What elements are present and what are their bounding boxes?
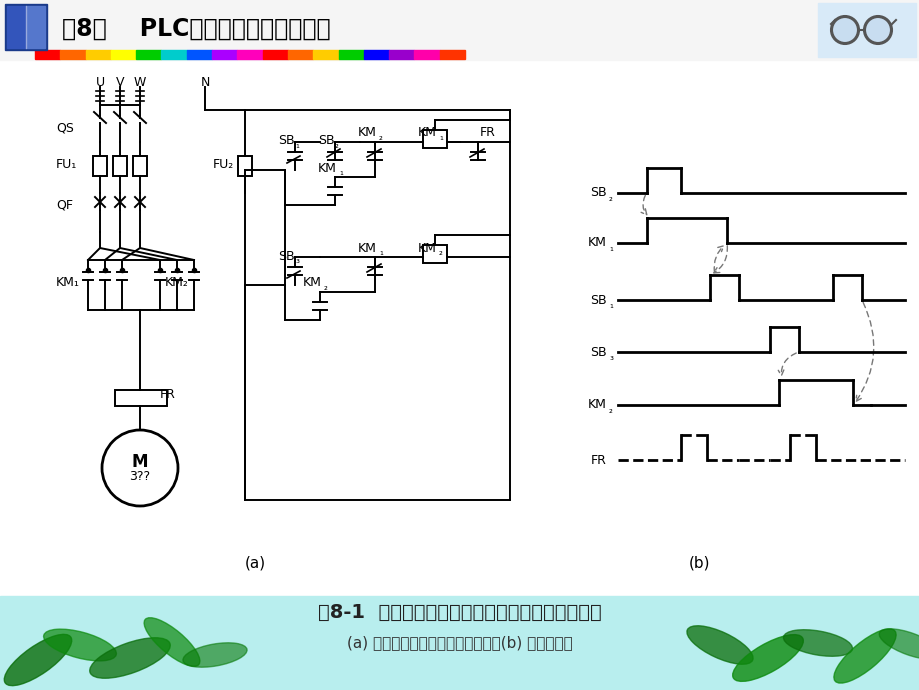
Bar	[27, 6, 45, 48]
Text: ₂: ₂	[379, 132, 382, 142]
Ellipse shape	[833, 629, 895, 683]
Text: SB: SB	[590, 186, 607, 199]
Text: FU₂: FU₂	[213, 159, 234, 172]
Bar	[338, 50, 363, 59]
Text: KM: KM	[357, 126, 377, 139]
Bar	[238, 156, 252, 176]
Text: KM₁: KM₁	[56, 275, 80, 288]
Bar	[7, 6, 25, 48]
Bar	[187, 50, 211, 59]
Bar	[439, 50, 464, 59]
Bar	[0, 596, 919, 690]
Bar	[136, 50, 162, 59]
Text: N: N	[200, 75, 210, 88]
Bar	[5, 4, 47, 50]
Ellipse shape	[5, 634, 72, 686]
Text: ₂: ₂	[608, 193, 612, 203]
Text: KM: KM	[318, 161, 336, 175]
Bar	[363, 50, 389, 59]
Ellipse shape	[90, 638, 170, 678]
Circle shape	[102, 430, 177, 506]
Text: QS: QS	[56, 121, 74, 135]
Ellipse shape	[686, 626, 753, 664]
Circle shape	[864, 17, 890, 43]
Bar	[93, 156, 107, 176]
Bar	[85, 50, 111, 59]
Circle shape	[831, 17, 857, 43]
Text: ₃: ₃	[295, 255, 299, 265]
Text: SB: SB	[278, 135, 295, 148]
Bar	[237, 50, 262, 59]
Ellipse shape	[183, 643, 247, 667]
Text: QF: QF	[56, 199, 73, 212]
Text: KM: KM	[587, 237, 607, 250]
Text: FR: FR	[591, 453, 607, 466]
Text: ₂: ₂	[608, 405, 612, 415]
Bar	[817, 3, 915, 57]
Text: ₁: ₁	[338, 167, 343, 177]
Text: ₁: ₁	[295, 140, 299, 150]
Bar	[113, 156, 127, 176]
Text: V: V	[116, 75, 124, 88]
Bar	[111, 50, 136, 59]
Bar	[312, 50, 338, 59]
Text: KM₂: KM₂	[165, 275, 188, 288]
Text: ₁: ₁	[608, 300, 612, 310]
Text: FU₁: FU₁	[56, 159, 77, 172]
Text: ₁: ₁	[438, 132, 442, 142]
Bar	[288, 50, 312, 59]
Text: 图8-1  三相异步电动机可逆控制线路及工作时序图: 图8-1 三相异步电动机可逆控制线路及工作时序图	[318, 602, 601, 622]
Bar	[389, 50, 414, 59]
Text: 第8章    PLC控制系统程序设计方法: 第8章 PLC控制系统程序设计方法	[62, 17, 330, 41]
Ellipse shape	[732, 635, 802, 682]
Bar	[133, 156, 147, 176]
Ellipse shape	[879, 629, 919, 659]
Text: (a): (a)	[244, 555, 266, 571]
Text: FR: FR	[160, 388, 176, 402]
Text: (a) 三相异步电动机可逆控制线路；(b) 工作时序图: (a) 三相异步电动机可逆控制线路；(b) 工作时序图	[346, 635, 573, 651]
Bar	[211, 50, 237, 59]
Bar	[423, 245, 447, 263]
Bar	[162, 50, 187, 59]
Bar	[115, 390, 167, 406]
Text: U: U	[96, 75, 105, 88]
Text: ₂: ₂	[323, 282, 327, 292]
Text: KM: KM	[417, 241, 437, 255]
Text: (b): (b)	[688, 555, 710, 571]
Text: ₂: ₂	[438, 247, 442, 257]
Text: SB: SB	[590, 293, 607, 306]
Bar	[35, 50, 61, 59]
Text: ₁: ₁	[608, 243, 612, 253]
Text: SB: SB	[278, 250, 295, 262]
Bar	[423, 130, 447, 148]
Ellipse shape	[144, 618, 199, 667]
Text: ₃: ₃	[608, 352, 612, 362]
Text: ₁: ₁	[379, 247, 382, 257]
Text: SB: SB	[590, 346, 607, 359]
Text: KM: KM	[302, 277, 322, 290]
Text: FR: FR	[480, 126, 495, 139]
Text: 3??: 3??	[130, 471, 151, 484]
Text: ₂: ₂	[335, 140, 338, 150]
Text: SB: SB	[318, 135, 335, 148]
Bar	[414, 50, 439, 59]
Ellipse shape	[43, 629, 116, 661]
Bar	[61, 50, 85, 59]
Ellipse shape	[783, 630, 852, 656]
Text: W: W	[133, 75, 146, 88]
Bar	[0, 0, 919, 60]
Text: KM: KM	[587, 399, 607, 411]
Text: KM: KM	[417, 126, 437, 139]
Text: M: M	[131, 453, 148, 471]
Text: KM: KM	[357, 241, 377, 255]
Bar	[262, 50, 288, 59]
